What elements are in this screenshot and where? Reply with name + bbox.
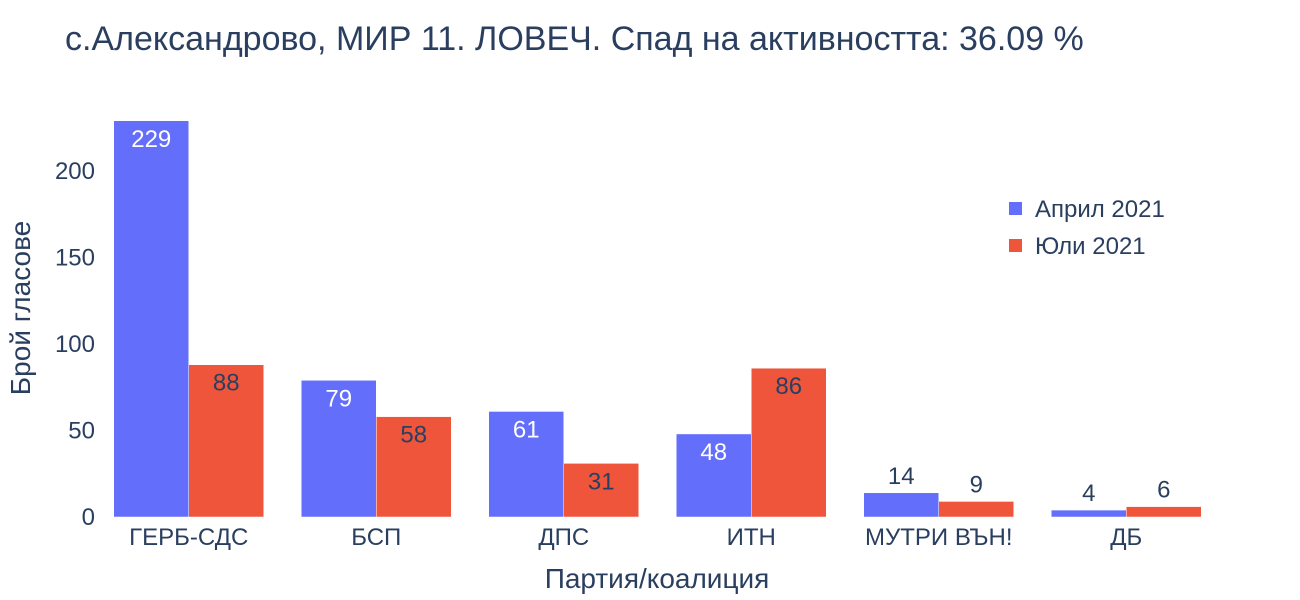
x-tick-label: БСП bbox=[351, 524, 401, 551]
legend-swatch bbox=[1009, 239, 1022, 252]
x-tick-label: ДБ bbox=[1110, 524, 1142, 551]
y-tick-label: 200 bbox=[55, 158, 95, 185]
bar[interactable] bbox=[1051, 509, 1127, 518]
legend[interactable]: Април 2021 Юли 2021 bbox=[1009, 196, 1165, 260]
bar[interactable] bbox=[188, 364, 264, 518]
bar-value-label: 79 bbox=[325, 385, 352, 412]
bar-value-label: 88 bbox=[213, 370, 240, 397]
bar-value-label: 9 bbox=[970, 471, 983, 498]
y-tick-label: 0 bbox=[82, 504, 95, 531]
x-axis-ticks: ГЕРБ-СДС БСП ДПС ИТН МУТРИ ВЪН! ДБ bbox=[129, 524, 1142, 551]
bars bbox=[113, 120, 1202, 518]
y-tick-label: 150 bbox=[55, 244, 95, 271]
x-tick-label: ДПС bbox=[538, 524, 589, 551]
x-tick-label: МУТРИ ВЪН! bbox=[865, 524, 1012, 551]
bar-value-labels: 229 88 79 58 61 31 48 86 14 9 4 6 bbox=[131, 126, 1170, 507]
x-tick-label: ГЕРБ-СДС bbox=[129, 524, 248, 551]
bar-value-label: 6 bbox=[1157, 477, 1170, 504]
x-axis-title: Партия/коалиция bbox=[545, 563, 770, 594]
legend-swatch bbox=[1009, 202, 1022, 215]
legend-label[interactable]: Април 2021 bbox=[1035, 196, 1165, 223]
bar-value-label: 31 bbox=[588, 468, 615, 495]
bar[interactable] bbox=[751, 367, 827, 518]
bar-value-label: 48 bbox=[700, 439, 727, 466]
bar[interactable] bbox=[301, 380, 377, 518]
bar[interactable] bbox=[938, 501, 1014, 518]
bar-value-label: 86 bbox=[775, 373, 802, 400]
bar-value-label: 14 bbox=[888, 463, 915, 490]
bar[interactable] bbox=[488, 411, 564, 518]
bar-value-label: 61 bbox=[513, 416, 540, 443]
bar[interactable] bbox=[376, 416, 452, 518]
bar[interactable] bbox=[863, 492, 939, 518]
y-tick-label: 50 bbox=[68, 417, 95, 444]
y-axis-title: Брой гласове bbox=[5, 221, 36, 395]
y-tick-label: 100 bbox=[55, 331, 95, 358]
x-tick-label: ИТН bbox=[727, 524, 776, 551]
bar-value-label: 229 bbox=[131, 126, 171, 153]
bar[interactable] bbox=[563, 463, 639, 518]
chart-title: с.Александрово, МИР 11. ЛОВЕЧ. Спад на а… bbox=[65, 20, 1084, 58]
bar-value-label: 4 bbox=[1082, 480, 1095, 507]
bar-value-label: 58 bbox=[400, 422, 427, 449]
legend-label[interactable]: Юли 2021 bbox=[1035, 233, 1146, 260]
bar[interactable] bbox=[113, 120, 189, 518]
bar[interactable] bbox=[676, 433, 752, 518]
y-axis-ticks: 0 50 100 150 200 bbox=[55, 158, 95, 531]
bar[interactable] bbox=[1126, 506, 1202, 518]
